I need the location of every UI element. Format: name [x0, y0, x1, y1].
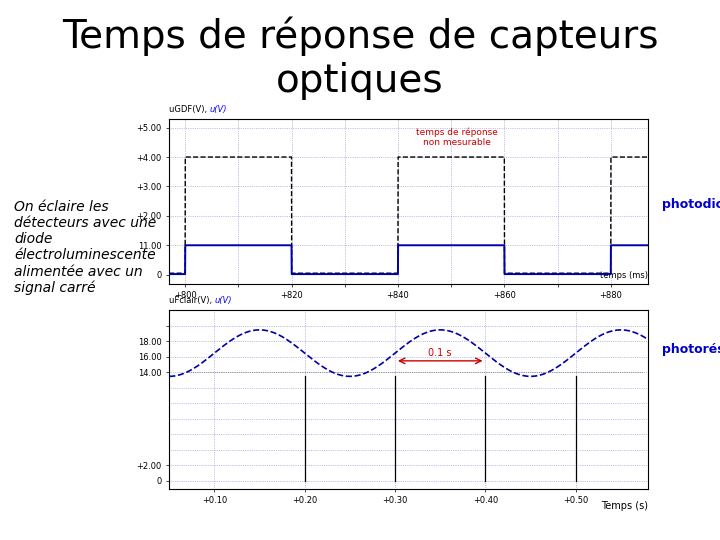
Text: uFclair(V),: uFclair(V),: [169, 296, 215, 305]
Text: photodiode: photodiode: [662, 198, 720, 211]
Text: temps de réponse
non mesurable: temps de réponse non mesurable: [415, 127, 498, 147]
Text: On éclaire les
détecteurs avec une
diode
électroluminescente
alimentée avec un
s: On éclaire les détecteurs avec une diode…: [14, 200, 157, 295]
Text: Temps (s): Temps (s): [601, 501, 648, 511]
Text: 0.1 s: 0.1 s: [428, 348, 452, 358]
Text: u(V): u(V): [210, 105, 228, 114]
Text: uGDF(V),: uGDF(V),: [169, 105, 210, 114]
Text: u(V): u(V): [215, 296, 232, 305]
Text: photorésistance: photorésistance: [662, 343, 720, 356]
Text: Temps de réponse de capteurs
optiques: Temps de réponse de capteurs optiques: [62, 16, 658, 100]
Text: temps (ms): temps (ms): [600, 271, 648, 280]
